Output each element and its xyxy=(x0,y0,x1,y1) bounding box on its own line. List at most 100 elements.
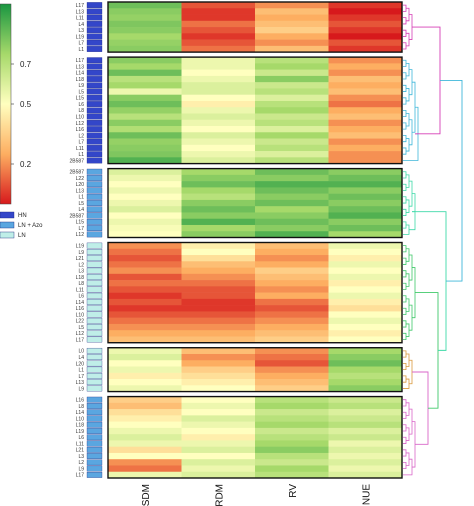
dendrogram-branch xyxy=(415,292,439,409)
cell-3-3-nue xyxy=(328,261,403,268)
row-label: L13 xyxy=(76,64,85,70)
cell-1-15-rdm xyxy=(181,151,256,158)
row-label: L6 xyxy=(78,102,84,108)
cell-1-9-rv xyxy=(255,113,329,121)
row-label: L13 xyxy=(76,188,85,194)
cluster-border xyxy=(107,1,403,53)
group-swatch xyxy=(86,33,103,40)
color-scale-tick-label: 0.5 xyxy=(20,100,32,109)
cell-3-11-rv xyxy=(255,311,329,318)
dendrogram-branch xyxy=(406,199,410,213)
group-swatch xyxy=(86,138,103,145)
group-swatch xyxy=(86,39,103,46)
dendrogram-branch xyxy=(409,359,413,385)
cell-4-3-rv xyxy=(255,366,329,374)
group-swatch xyxy=(86,286,103,293)
cell-3-5-rdm xyxy=(181,273,256,281)
cell-3-3-sdm xyxy=(108,261,182,268)
cell-5-7-rdm xyxy=(181,440,256,447)
cell-0-2-rv xyxy=(255,14,329,22)
row-label: L5 xyxy=(78,89,84,95)
row-label: L7 xyxy=(78,226,84,232)
cell-1-8-nue xyxy=(328,107,403,114)
cell-1-3-sdm xyxy=(108,75,182,83)
cell-3-13-nue xyxy=(328,323,403,331)
row-label: L11 xyxy=(76,287,84,293)
group-swatch xyxy=(86,396,103,403)
dendrogram-branch xyxy=(409,408,413,435)
cell-1-14-nue xyxy=(328,144,403,152)
cell-2-1-sdm xyxy=(108,174,182,182)
cell-5-7-sdm xyxy=(108,440,182,447)
cell-1-3-rv xyxy=(255,75,329,83)
cell-0-0-rv xyxy=(255,2,329,9)
cell-1-10-rdm xyxy=(181,119,256,127)
row-label: L12 xyxy=(76,331,85,337)
cell-3-14-sdm xyxy=(108,330,182,337)
cell-1-11-sdm xyxy=(108,126,182,133)
group-swatch xyxy=(86,101,103,107)
cell-1-3-nue xyxy=(328,75,403,83)
group-swatch xyxy=(86,354,103,360)
cell-0-2-nue xyxy=(328,14,403,22)
cell-5-10-sdm xyxy=(108,459,182,466)
cell-2-5-sdm xyxy=(108,199,182,207)
row-label: L2 xyxy=(78,460,84,466)
cell-5-6-rdm xyxy=(181,434,256,441)
cell-5-7-rv xyxy=(255,440,329,447)
cell-0-7-rdm xyxy=(181,45,256,53)
cell-1-2-rdm xyxy=(181,69,256,77)
cell-1-5-sdm xyxy=(108,88,182,95)
cell-2-6-nue xyxy=(328,206,403,213)
group-swatch xyxy=(86,168,103,175)
cell-1-16-sdm xyxy=(108,157,182,164)
dendrogram-branch xyxy=(403,449,407,457)
row-label: L1 xyxy=(78,47,84,53)
dendrogram-branch xyxy=(440,79,463,282)
dendrogram-branch xyxy=(409,254,413,281)
cell-2-5-rdm xyxy=(181,199,256,207)
row-label: L4 xyxy=(78,207,84,213)
group-swatch xyxy=(86,181,103,188)
cell-3-0-rdm xyxy=(181,242,256,250)
group-swatch xyxy=(86,145,103,151)
cell-1-14-rdm xyxy=(181,144,256,152)
cell-0-1-rv xyxy=(255,8,329,15)
cell-1-12-nue xyxy=(328,132,403,139)
group-swatch xyxy=(86,88,103,95)
cell-3-10-nue xyxy=(328,305,403,312)
cell-3-9-sdm xyxy=(108,298,182,306)
group-swatch xyxy=(86,434,103,441)
legend-swatch xyxy=(0,221,15,229)
cell-1-1-rv xyxy=(255,63,329,70)
cell-3-6-rdm xyxy=(181,280,256,287)
row-label: L8 xyxy=(78,281,84,287)
group-swatch xyxy=(86,299,103,305)
dendrogram-branch xyxy=(403,109,407,118)
cell-2-8-nue xyxy=(328,218,403,226)
cell-2-6-rdm xyxy=(181,206,256,213)
row-label: L16 xyxy=(76,127,85,133)
row-label: L11 xyxy=(76,441,84,447)
dendrogram-branch xyxy=(412,421,416,468)
cell-5-9-rv xyxy=(255,452,329,460)
cell-1-9-rdm xyxy=(181,113,256,121)
row-label: L18 xyxy=(76,423,85,429)
cell-1-5-nue xyxy=(328,88,403,95)
dendrogram-branch xyxy=(403,183,407,191)
row-label: L15 xyxy=(76,220,85,226)
group-swatch xyxy=(86,403,103,409)
group-swatch xyxy=(86,21,103,27)
row-label: L7 xyxy=(78,140,84,146)
row-label: L0 xyxy=(78,349,84,355)
cell-2-3-rdm xyxy=(181,187,256,194)
dendrogram-branch xyxy=(412,81,416,133)
cell-5-4-rdm xyxy=(181,421,256,429)
cluster-border xyxy=(107,347,403,393)
row-label: L20 xyxy=(76,361,85,367)
dendrogram-branch xyxy=(403,147,407,155)
cell-3-6-rv xyxy=(255,280,329,287)
color-scale-tick-label: 0.7 xyxy=(20,60,32,69)
group-swatch xyxy=(86,280,103,287)
cell-0-1-rdm xyxy=(181,8,256,15)
